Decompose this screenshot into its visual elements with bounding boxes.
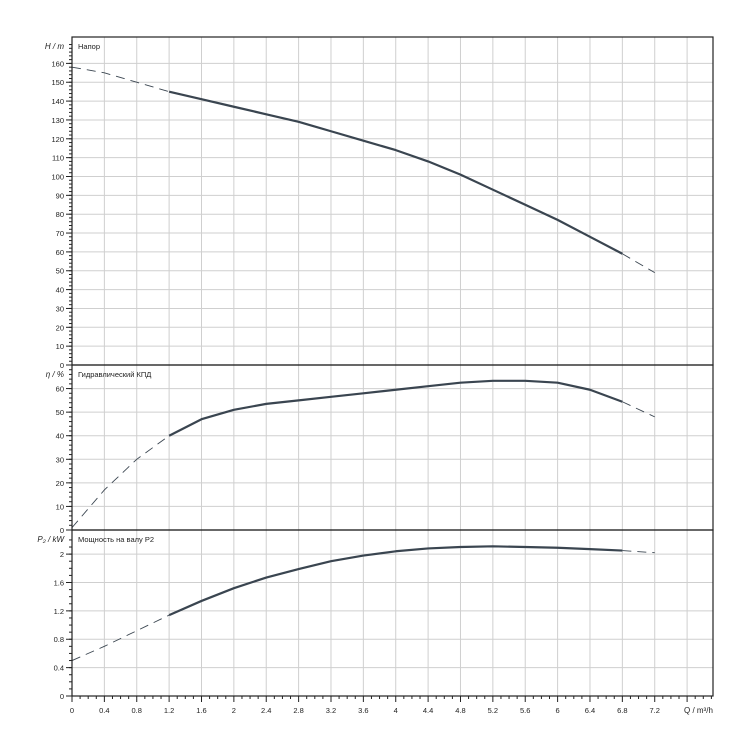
y-tick-label: 1.2 bbox=[54, 607, 64, 616]
y-tick-label: 30 bbox=[56, 455, 64, 464]
y-tick-label: 40 bbox=[56, 432, 64, 441]
y-tick-label: 160 bbox=[51, 59, 64, 68]
x-tick-label: 2 bbox=[232, 706, 236, 715]
axes: 0102030405060708090100110120130140150160… bbox=[37, 42, 712, 715]
x-tick-label: 5.6 bbox=[520, 706, 530, 715]
y-tick-label: 20 bbox=[56, 323, 64, 332]
y-tick-label: 0 bbox=[60, 692, 64, 701]
x-tick-label: 2.8 bbox=[293, 706, 303, 715]
y-tick-label: 110 bbox=[52, 154, 64, 163]
y-tick-label: 1.6 bbox=[54, 578, 64, 587]
y-tick-label: 150 bbox=[51, 78, 64, 87]
y-tick-label: 50 bbox=[56, 408, 64, 417]
y-tick-label: 140 bbox=[51, 97, 64, 106]
y-tick-label: 0 bbox=[60, 526, 64, 535]
panel-title: Напор bbox=[78, 42, 100, 51]
x-tick-label: 0 bbox=[70, 706, 74, 715]
x-tick-label: 0.4 bbox=[99, 706, 109, 715]
curve-dashed-start bbox=[71, 435, 170, 528]
x-tick-label: 4.8 bbox=[455, 706, 465, 715]
x-tick-label: 7.2 bbox=[650, 706, 660, 715]
panel-frame bbox=[71, 36, 714, 366]
x-tick-label: 6.4 bbox=[585, 706, 595, 715]
y-tick-label: 100 bbox=[51, 172, 64, 181]
y-tick-label: 30 bbox=[56, 304, 64, 313]
panel-title: Гидравлический КПД bbox=[78, 370, 151, 379]
y-tick-label: 10 bbox=[56, 342, 64, 351]
y-tick-label: 60 bbox=[56, 385, 64, 394]
y-tick-label: 50 bbox=[56, 267, 64, 276]
x-tick-label: 4 bbox=[394, 706, 398, 715]
curve-dashed-start bbox=[71, 614, 170, 661]
curve-dashed-end bbox=[622, 253, 655, 274]
panel-frames bbox=[71, 36, 714, 697]
curve-solid bbox=[168, 379, 623, 437]
y-tick-label: 0.8 bbox=[54, 635, 64, 644]
y-tick-label: 80 bbox=[56, 210, 64, 219]
curve-dashed-start bbox=[71, 66, 170, 93]
x-tick-label: 6.8 bbox=[617, 706, 627, 715]
y-tick-label: 2 bbox=[60, 550, 64, 559]
panel-frame bbox=[71, 529, 714, 697]
x-tick-label: 3.6 bbox=[358, 706, 368, 715]
y-tick-label: 130 bbox=[51, 116, 64, 125]
x-tick-label: 3.2 bbox=[326, 706, 336, 715]
y-tick-label: 70 bbox=[56, 229, 64, 238]
curve-dashed-end bbox=[622, 401, 655, 418]
x-tick-label: 6 bbox=[556, 706, 560, 715]
grid bbox=[72, 37, 713, 696]
x-tick-label: 2.4 bbox=[261, 706, 271, 715]
y-tick-label: 10 bbox=[56, 502, 64, 511]
x-axis-label: Q / m³/h bbox=[684, 706, 713, 715]
y-tick-label: 120 bbox=[51, 135, 64, 144]
y-tick-label: 90 bbox=[56, 191, 64, 200]
curve-solid bbox=[168, 90, 623, 255]
x-tick-label: 5.2 bbox=[488, 706, 498, 715]
y-axis-label: η / % bbox=[46, 370, 64, 379]
x-tick-label: 0.8 bbox=[132, 706, 142, 715]
x-tick-label: 1.2 bbox=[164, 706, 174, 715]
y-tick-label: 60 bbox=[56, 248, 64, 257]
curve-solid bbox=[168, 545, 623, 617]
curve-dashed-end bbox=[622, 550, 655, 554]
y-axis-label: H / m bbox=[45, 42, 64, 51]
panel-title: Мощность на валу P2 bbox=[78, 535, 154, 544]
y-tick-label: 0.4 bbox=[54, 664, 64, 673]
y-tick-label: 0 bbox=[60, 361, 64, 370]
y-tick-label: 40 bbox=[56, 286, 64, 295]
x-tick-label: 4.4 bbox=[423, 706, 433, 715]
y-tick-label: 20 bbox=[56, 479, 64, 488]
y-axis-label: P₂ / kW bbox=[37, 535, 65, 544]
x-tick-label: 1.6 bbox=[196, 706, 206, 715]
curves bbox=[71, 66, 655, 661]
